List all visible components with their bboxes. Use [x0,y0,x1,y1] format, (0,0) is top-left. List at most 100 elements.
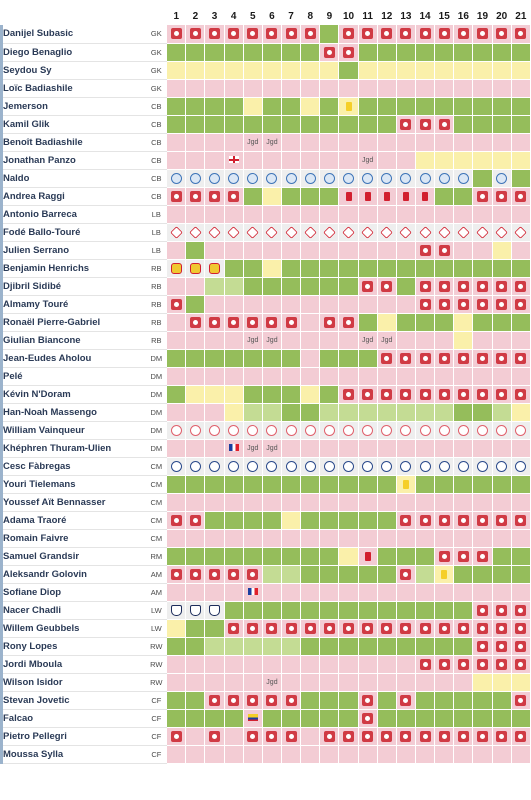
matchday-cell[interactable] [434,475,455,494]
matchday-cell[interactable] [492,601,512,620]
matchday-cell[interactable] [281,151,302,170]
matchday-cell[interactable] [358,187,378,206]
player-name[interactable]: Almamy Touré [0,295,147,314]
matchday-cell[interactable] [415,709,436,728]
matchday-cell[interactable] [204,331,225,350]
matchday-cell[interactable] [511,115,531,134]
matchday-cell[interactable] [377,79,397,98]
matchday-cell[interactable] [338,565,359,584]
matchday-cell[interactable] [492,529,512,548]
matchday-cell[interactable] [396,169,417,188]
matchday-cell[interactable] [300,529,321,548]
matchday-cell[interactable] [281,331,302,350]
matchday-header-15[interactable]: 15 [434,0,454,25]
player-name[interactable]: Youssef Aït Bennasser [0,493,147,512]
player-name[interactable]: Sofiane Diop [0,583,147,602]
matchday-cell[interactable] [185,349,206,368]
matchday-cell[interactable] [224,151,244,170]
player-name[interactable]: Pietro Pellegri [0,727,147,746]
player-name[interactable]: Romain Faivre [0,529,147,548]
matchday-cell[interactable] [319,403,340,422]
matchday-cell[interactable] [281,439,302,458]
matchday-cell[interactable] [453,619,474,638]
matchday-header-9[interactable]: 9 [319,0,339,25]
matchday-cell[interactable] [185,367,206,386]
matchday-cell[interactable] [511,565,531,584]
matchday-cell[interactable] [243,421,263,440]
matchday-cell[interactable] [319,79,340,98]
matchday-cell[interactable] [204,61,225,80]
player-name[interactable]: Kamil Glik [0,115,147,134]
matchday-cell[interactable]: Jgd [243,133,263,152]
matchday-cell[interactable] [472,187,493,206]
matchday-cell[interactable] [377,367,397,386]
matchday-cell[interactable] [472,79,493,98]
matchday-cell[interactable] [300,277,321,296]
matchday-cell[interactable] [243,151,263,170]
matchday-cell[interactable] [300,709,321,728]
matchday-cell[interactable] [511,637,531,656]
matchday-cell[interactable] [511,349,531,368]
matchday-cell[interactable] [204,421,225,440]
matchday-cell[interactable] [300,691,321,710]
matchday-cell[interactable] [396,691,417,710]
matchday-header-4[interactable]: 4 [224,0,244,25]
matchday-cell[interactable] [224,295,244,314]
matchday-cell[interactable] [262,187,283,206]
matchday-header-1[interactable]: 1 [166,0,186,25]
matchday-cell[interactable]: Jgd [262,439,283,458]
player-name[interactable]: Willem Geubbels [0,619,147,638]
matchday-cell[interactable] [281,43,302,62]
matchday-cell[interactable] [185,61,206,80]
matchday-cell[interactable] [472,403,493,422]
player-row[interactable]: Aleksandr Golovin AM [0,565,531,584]
matchday-cell[interactable] [281,313,302,332]
matchday-cell[interactable] [472,61,493,80]
matchday-cell[interactable] [434,403,455,422]
matchday-cell[interactable] [243,115,263,134]
matchday-cell[interactable] [338,313,359,332]
matchday-cell[interactable] [224,601,244,620]
matchday-cell[interactable] [185,25,206,44]
matchday-cell[interactable] [204,367,225,386]
matchday-cell[interactable] [262,205,283,224]
matchday-cell[interactable] [396,367,417,386]
matchday-cell[interactable] [281,637,302,656]
matchday-cell[interactable] [281,601,302,620]
matchday-cell[interactable] [281,619,302,638]
matchday-cell[interactable] [338,331,359,350]
matchday-cell[interactable] [204,385,225,404]
matchday-cell[interactable] [300,565,321,584]
matchday-cell[interactable] [262,97,283,116]
matchday-cell[interactable] [166,61,187,80]
matchday-cell[interactable] [415,565,436,584]
matchday-cell[interactable] [300,205,321,224]
matchday-cell[interactable] [472,385,493,404]
matchday-cell[interactable] [319,583,340,602]
matchday-cell[interactable] [319,43,340,62]
matchday-cell[interactable] [453,43,474,62]
matchday-cell[interactable] [243,529,263,548]
player-row[interactable]: Giulian Biancone RB Jgd Jgd Jgd Jgd [0,331,531,350]
matchday-cell[interactable] [300,619,321,638]
matchday-cell[interactable] [185,331,206,350]
matchday-cell[interactable] [472,457,493,476]
matchday-cell[interactable] [434,655,455,674]
matchday-cell[interactable] [396,349,417,368]
matchday-cell[interactable] [511,25,531,44]
matchday-cell[interactable] [377,583,397,602]
matchday-cell[interactable] [338,673,359,692]
matchday-cell[interactable] [319,385,340,404]
matchday-cell[interactable] [300,295,321,314]
matchday-cell[interactable] [434,385,455,404]
matchday-header-12[interactable]: 12 [377,0,397,25]
matchday-cell[interactable] [511,691,531,710]
matchday-cell[interactable] [224,313,244,332]
matchday-cell[interactable] [492,223,512,242]
matchday-cell[interactable] [224,727,244,746]
matchday-cell[interactable] [224,223,244,242]
matchday-cell[interactable] [204,529,225,548]
matchday-cell[interactable] [358,205,378,224]
matchday-cell[interactable] [300,313,321,332]
matchday-cell[interactable] [377,439,397,458]
